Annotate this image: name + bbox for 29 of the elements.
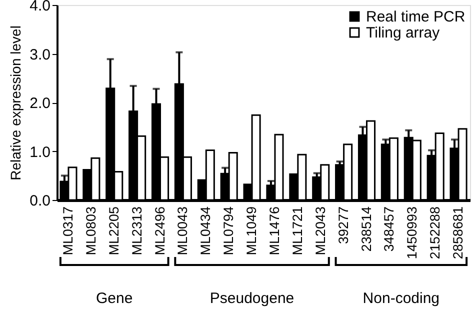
x-tick-label: ML1049 — [244, 206, 260, 256]
x-tick-label: ML0794 — [221, 206, 236, 256]
y-tick-label: 3.0 — [30, 46, 50, 64]
x-tick-label: ML2496 — [152, 206, 168, 256]
x-tick-label: ML0043 — [175, 206, 190, 256]
y-tick-label: 4.0 — [30, 0, 50, 14]
x-tick-label: ML1721 — [290, 206, 305, 256]
y-tick-label: 0.0 — [30, 192, 50, 210]
x-tick-label: 2858681 — [450, 206, 466, 260]
y-axis-title: Relative expression level — [8, 26, 24, 180]
x-tick-label: 1450993 — [404, 206, 420, 260]
text: Gene — [96, 290, 133, 307]
x-tick-label: ML0317 — [60, 206, 76, 256]
x-tick-label: 39277 — [336, 206, 351, 244]
legend-label: Real time PCR — [366, 8, 466, 26]
x-tick-label: 348457 — [382, 206, 397, 252]
x-tick-label: ML2205 — [106, 206, 122, 256]
x-tick-label: ML0434 — [198, 206, 214, 256]
y-tick-label: 2.0 — [30, 95, 50, 112]
legend-label: Tiling array — [366, 24, 440, 42]
y-tick-label: 1.0 — [30, 144, 50, 161]
text: Pseudogene — [210, 290, 294, 307]
x-tick-label: 2152288 — [428, 206, 443, 260]
text: Non-coding — [362, 290, 440, 307]
x-tick-label: ML1476 — [266, 206, 282, 256]
x-tick-label: 238514 — [358, 206, 374, 252]
x-tick-label: ML0803 — [83, 206, 98, 256]
x-tick-label: ML2313 — [129, 206, 144, 256]
x-tick-label: ML2043 — [312, 206, 328, 256]
